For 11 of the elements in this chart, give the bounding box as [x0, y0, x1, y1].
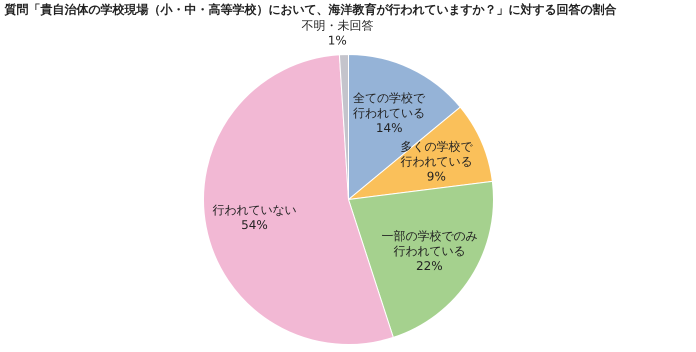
slice-label: 行われていない [212, 202, 296, 217]
data-label: 1% [328, 33, 347, 48]
chart-title: 質問「貴自治体の学校現場（小・中・高等学校）において、海洋教育が行われていますか？」に対する回答の割合 [4, 2, 618, 16]
slice-label: 多くの学校で行われている [400, 139, 474, 168]
data-label: 14% [376, 120, 403, 135]
slice-label: 一部の学校でのみ行われている [381, 228, 478, 258]
slice-label: 全ての学校で行われている [353, 90, 426, 120]
slice-label: 不明・未回答 [301, 18, 374, 32]
data-label: 22% [416, 258, 443, 273]
data-label: 54% [241, 218, 268, 232]
data-label: 9% [426, 169, 446, 184]
